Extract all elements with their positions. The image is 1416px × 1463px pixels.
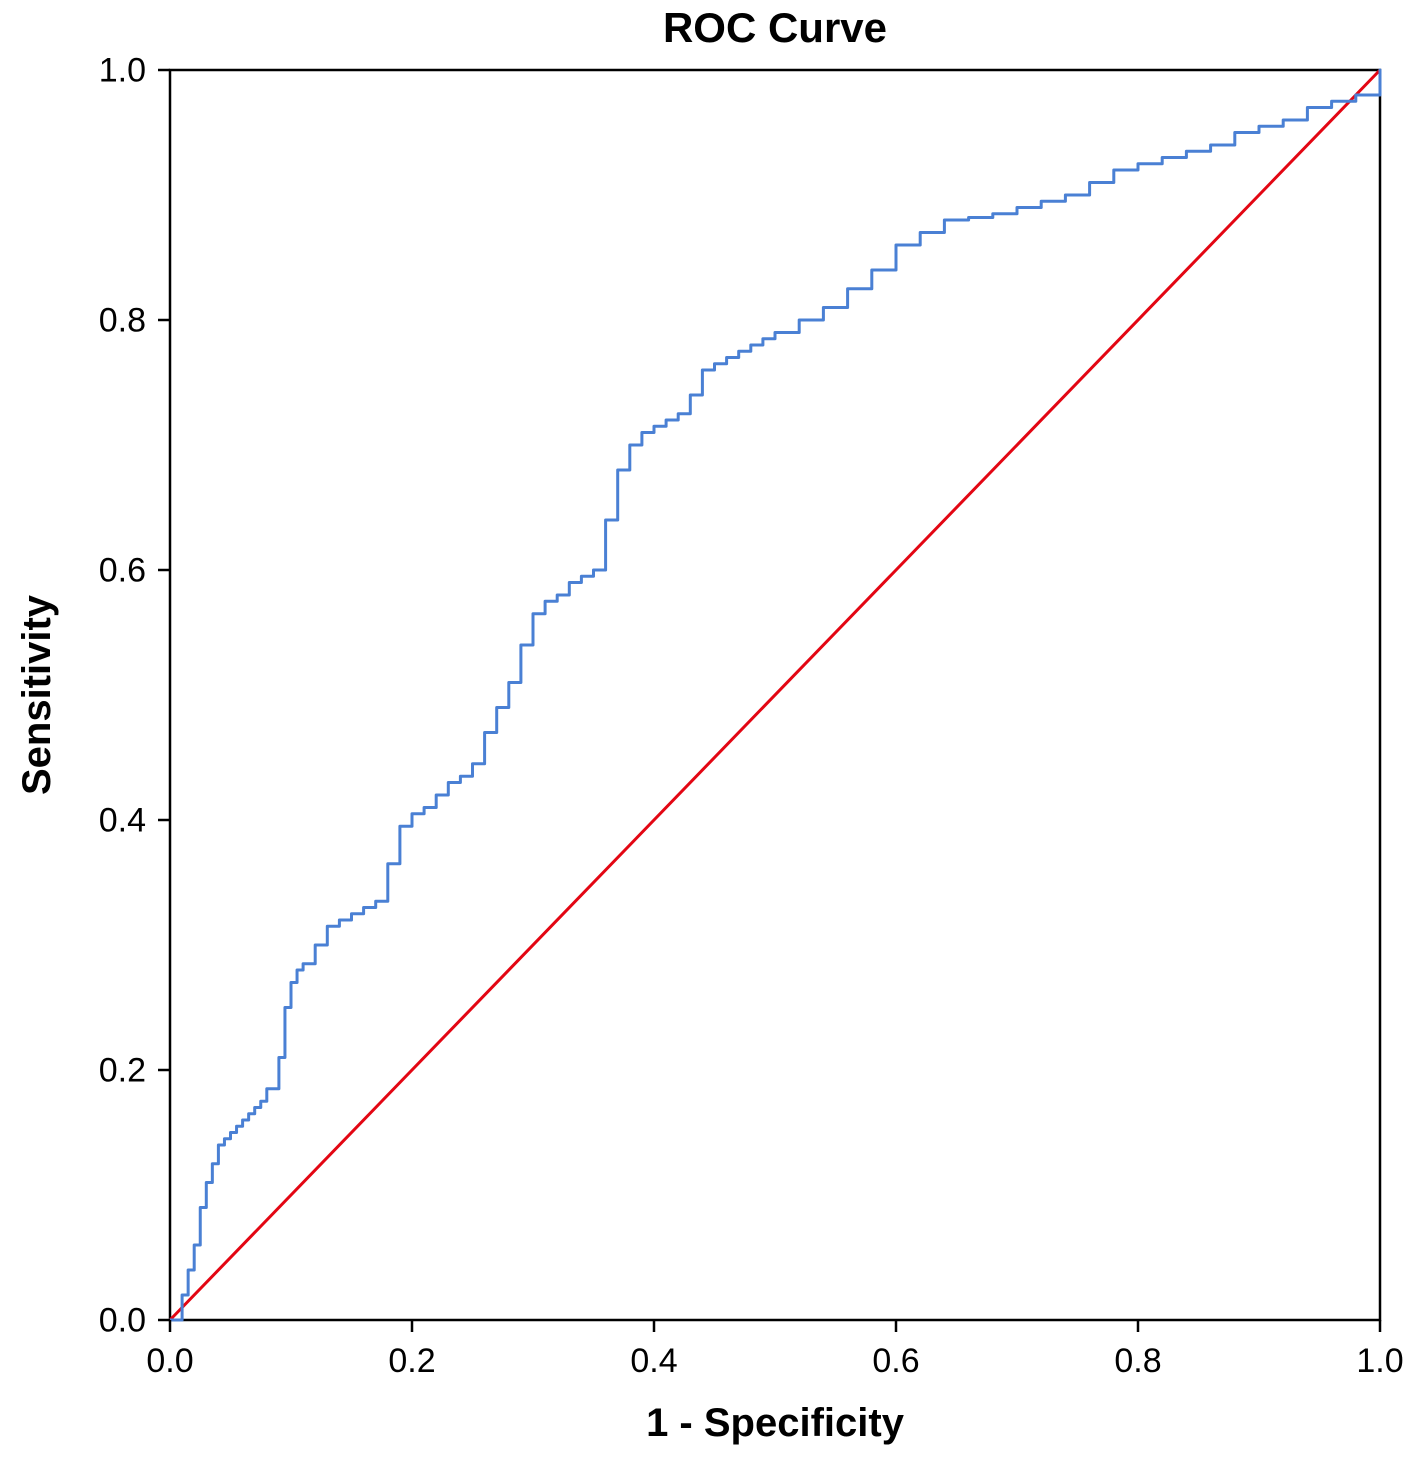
y-tick-label: 1.0 <box>99 51 146 89</box>
y-tick-label: 0.2 <box>99 1051 146 1089</box>
x-axis-label: 1 - Specificity <box>646 1401 905 1445</box>
x-tick-label: 0.0 <box>146 1342 193 1380</box>
chart-title: ROC Curve <box>663 4 887 51</box>
y-tick-label: 0.8 <box>99 301 146 339</box>
roc-chart: 0.0 0.2 0.4 0.6 0.8 1.0 0.0 0.2 0.4 0.6 0.8 1.0 ROC … <box>0 0 1416 1463</box>
x-tick-label: 0.2 <box>388 1342 435 1380</box>
x-tick-label: 0.6 <box>872 1342 919 1380</box>
x-tick-label: 1.0 <box>1356 1342 1403 1380</box>
x-tick-label: 0.4 <box>630 1342 677 1380</box>
chart-bg <box>0 0 1416 1463</box>
y-tick-label: 0.0 <box>99 1301 146 1339</box>
y-tick-label: 0.4 <box>99 801 146 839</box>
chart-svg: 0.0 0.2 0.4 0.6 0.8 1.0 0.0 0.2 0.4 0.6 0.8 1.0 ROC … <box>0 0 1416 1463</box>
y-axis-label: Sensitivity <box>15 594 59 795</box>
x-tick-label: 0.8 <box>1114 1342 1161 1380</box>
y-tick-label: 0.6 <box>99 551 146 589</box>
